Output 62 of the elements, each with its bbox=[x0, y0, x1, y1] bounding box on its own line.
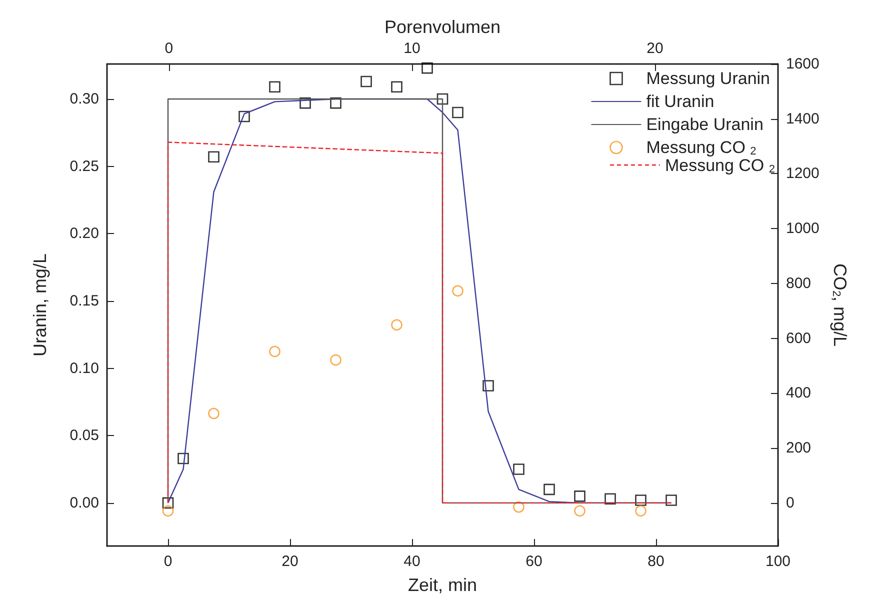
y-tick-label: 0.10 bbox=[70, 360, 99, 377]
point bbox=[513, 464, 524, 475]
x-tick-label: 20 bbox=[282, 553, 298, 570]
point bbox=[604, 493, 616, 505]
point bbox=[208, 151, 220, 163]
point bbox=[300, 97, 311, 109]
point bbox=[482, 380, 494, 392]
y-tick-label: 0.05 bbox=[70, 427, 99, 444]
point bbox=[330, 354, 342, 366]
x2-tick-label: 0 bbox=[164, 40, 174, 57]
point bbox=[436, 93, 448, 105]
point bbox=[269, 346, 280, 358]
legend-label: fit Uranin bbox=[646, 92, 714, 111]
point bbox=[391, 81, 402, 93]
y-tick-label: 0.00 bbox=[70, 494, 99, 512]
point bbox=[391, 319, 402, 331]
y2-tick-label: 1400 bbox=[786, 110, 820, 128]
point bbox=[574, 505, 586, 517]
point bbox=[574, 490, 586, 502]
point bbox=[162, 505, 174, 517]
x2-axis-title: Porenvolumen bbox=[384, 17, 501, 37]
point bbox=[666, 494, 677, 506]
y2-tick-label: 200 bbox=[786, 440, 812, 457]
point bbox=[452, 285, 464, 297]
point bbox=[360, 76, 372, 88]
y2-axis-title: CO2, mg/L bbox=[830, 263, 850, 347]
point bbox=[544, 484, 555, 496]
point bbox=[513, 501, 524, 513]
legend-label: Messung Uranin bbox=[646, 69, 770, 88]
x-tick-label: 80 bbox=[648, 553, 664, 570]
point bbox=[635, 505, 646, 517]
point bbox=[330, 97, 342, 109]
y-axis-title: Uranin, mg/L bbox=[30, 253, 50, 357]
x2-tick-label: 10 bbox=[404, 40, 420, 57]
legend-label: Messung CO 2 bbox=[646, 138, 756, 158]
point bbox=[452, 106, 464, 118]
point bbox=[178, 452, 189, 464]
point bbox=[238, 110, 250, 122]
x-tick-label: 0 bbox=[164, 553, 172, 570]
x-axis-title: Zeit, min bbox=[408, 575, 478, 595]
x-tick-label: 40 bbox=[404, 553, 420, 570]
point bbox=[208, 408, 220, 420]
point bbox=[269, 81, 280, 93]
y2-tick-label: 400 bbox=[786, 384, 812, 402]
y2-tick-label: 1600 bbox=[786, 56, 820, 72]
point bbox=[422, 62, 433, 74]
y2-tick-label: 1000 bbox=[786, 220, 820, 238]
legend-label: Eingabe Uranin bbox=[646, 115, 764, 134]
y2-tick-label: 600 bbox=[786, 330, 812, 347]
y2-tick-label: 0 bbox=[786, 494, 794, 512]
point bbox=[635, 494, 646, 506]
y-tick-label: 0.25 bbox=[70, 158, 99, 175]
y2-tick-label: 800 bbox=[786, 274, 812, 292]
legend-label: Messung CO 2 bbox=[664, 156, 776, 176]
y-tick-label: 0.20 bbox=[70, 225, 99, 242]
y2-tick-label: 1200 bbox=[786, 165, 820, 182]
y-tick-label: 0.30 bbox=[70, 90, 99, 108]
x2-tick-label: 20 bbox=[646, 40, 664, 57]
x-tick-label: 60 bbox=[526, 553, 542, 570]
point bbox=[162, 497, 174, 509]
x-tick-label: 100 bbox=[765, 553, 791, 570]
y-tick-label: 0.15 bbox=[70, 292, 99, 310]
